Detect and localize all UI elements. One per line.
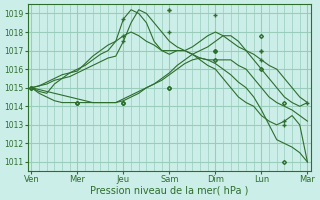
X-axis label: Pression niveau de la mer( hPa ): Pression niveau de la mer( hPa ) [90, 186, 249, 196]
